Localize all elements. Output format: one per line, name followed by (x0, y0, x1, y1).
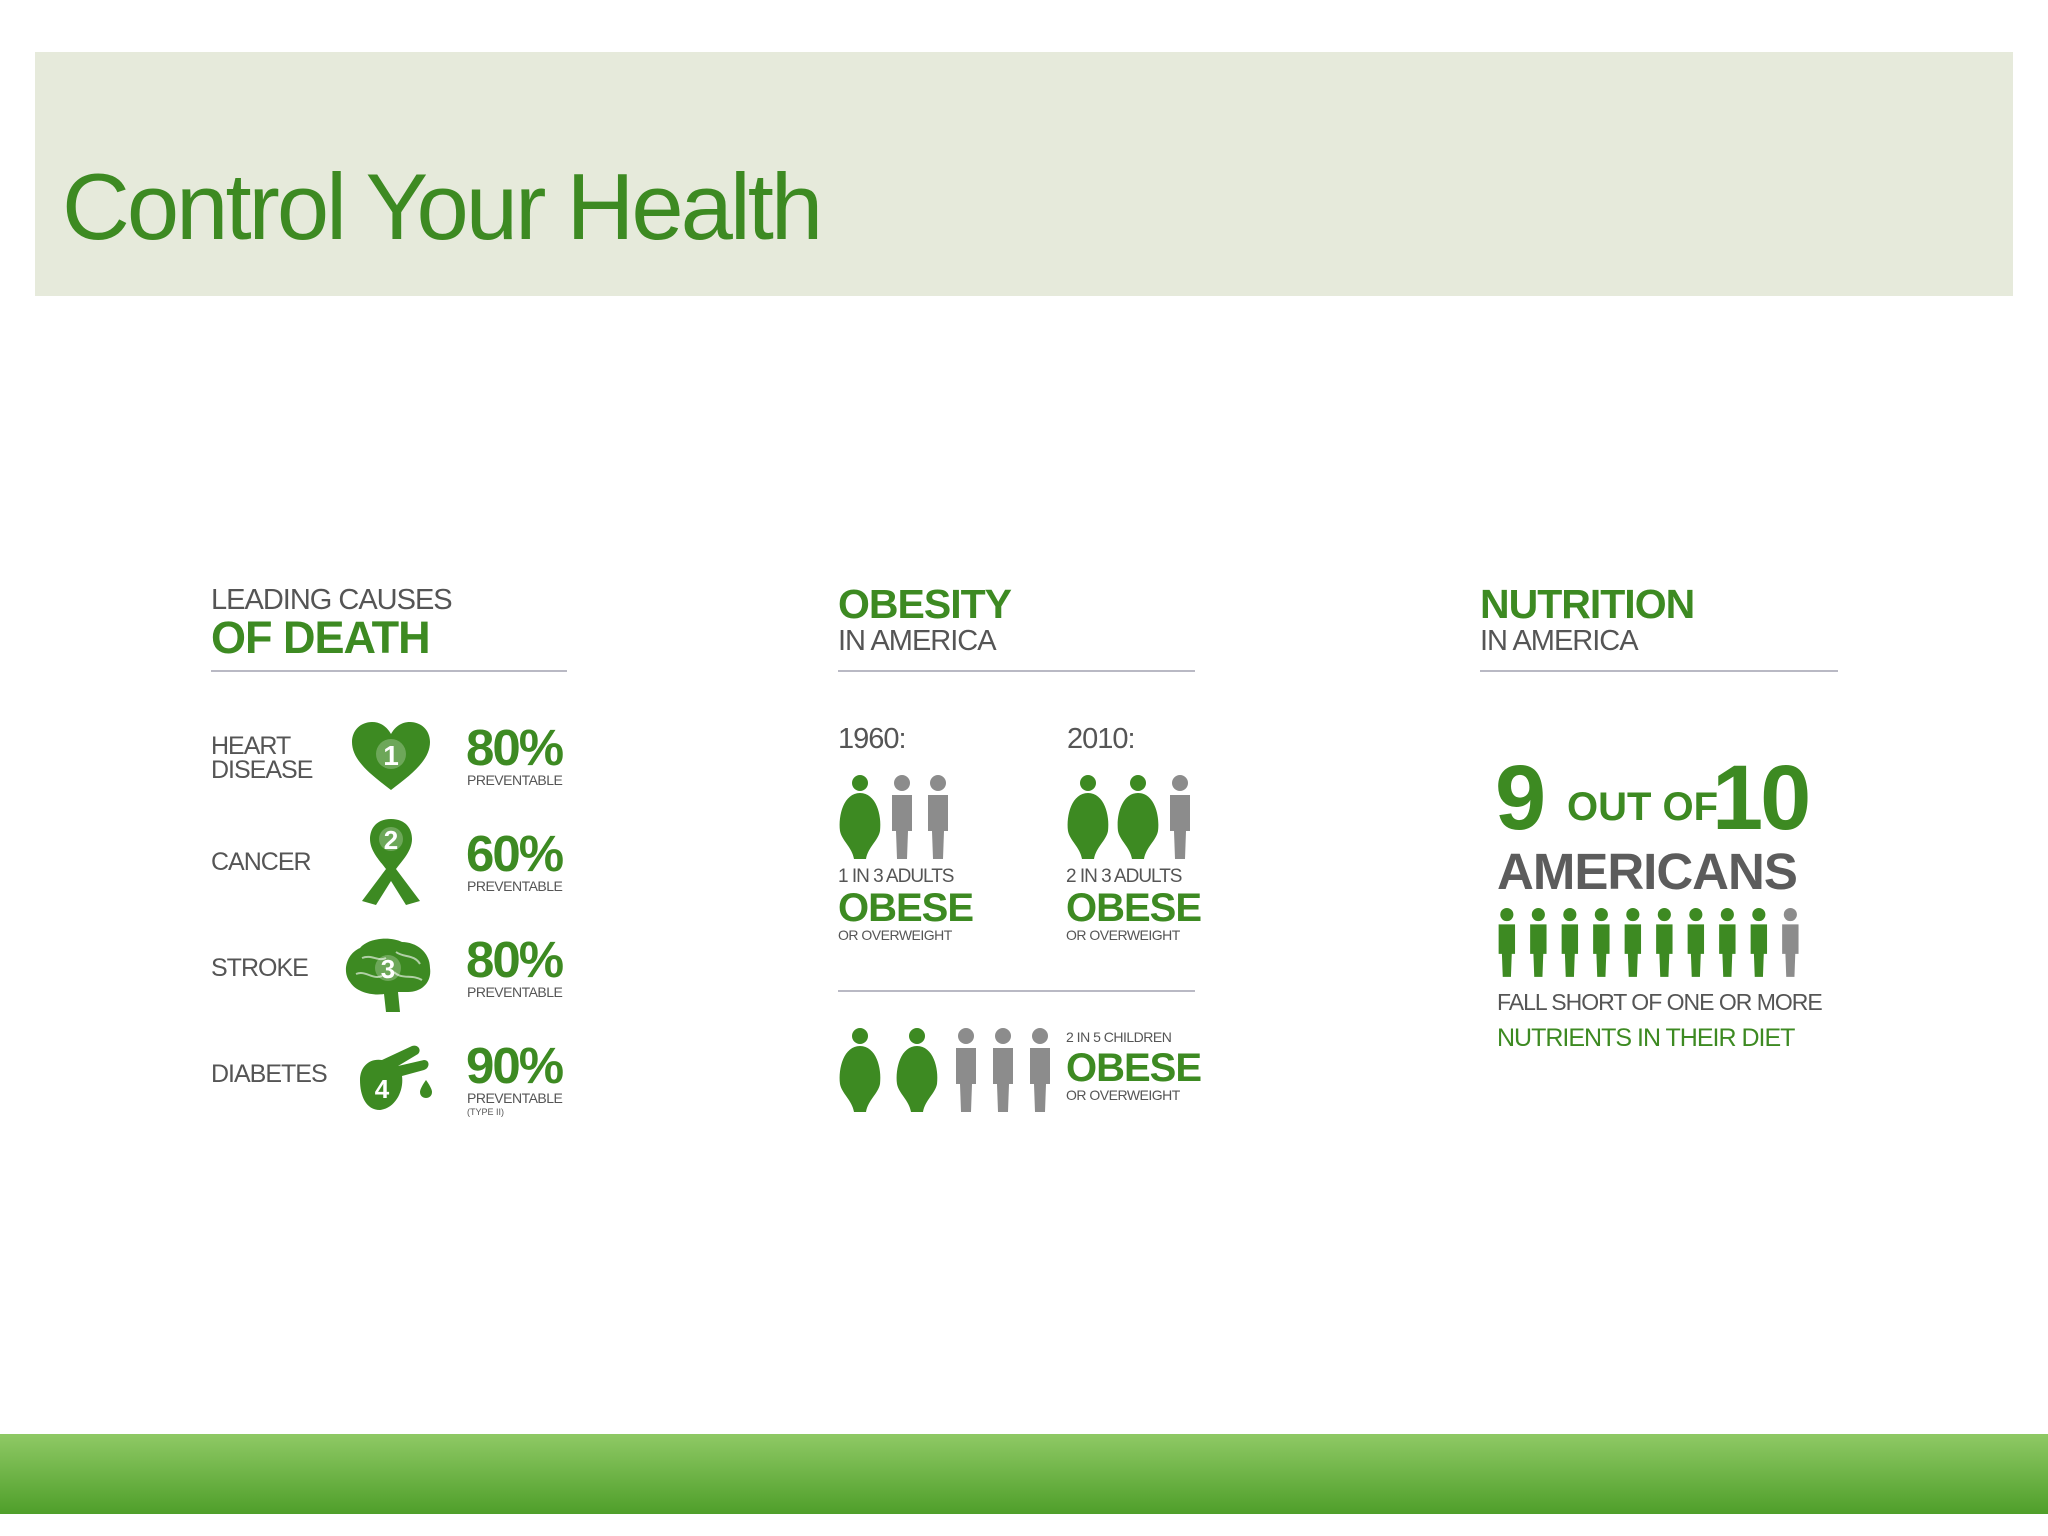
nutrition-line2: NUTRIENTS IN THEIR DIET (1497, 1024, 1795, 1052)
obesity-divider (838, 670, 1195, 672)
person-highlighted-icon (1593, 908, 1610, 977)
ratio-2010: 2 IN 3 ADULTS (1066, 866, 1182, 887)
note-stroke: PREVENTABLE (467, 984, 563, 1000)
people-nutrition (1498, 908, 1799, 977)
overweight-1960: OR OVERWEIGHT (838, 927, 952, 943)
overweight-children: OR OVERWEIGHT (1066, 1087, 1180, 1103)
percent-cancer: 60% (466, 825, 564, 882)
cause-label-cancer: CANCER (211, 848, 312, 876)
person-highlighted-icon (1498, 908, 1516, 977)
note-cancer: PREVENTABLE (467, 878, 563, 894)
person-icon (956, 1028, 976, 1112)
obese-2010: OBESE (1066, 886, 1202, 930)
rank-3-text: 3 (381, 954, 395, 984)
overweight-2010: OR OVERWEIGHT (1066, 927, 1180, 943)
obese-person-icon (1067, 775, 1109, 859)
ribbon-icon: 2 (362, 819, 420, 905)
rank-1-text: 1 (383, 740, 399, 771)
person-icon (1030, 1028, 1050, 1112)
nutrition-americans: AMERICANS (1497, 843, 1798, 900)
person-icon (1782, 908, 1799, 977)
nutrition-count: 9 (1495, 747, 1546, 849)
person-icon (892, 775, 912, 859)
person-highlighted-icon (1656, 908, 1673, 977)
person-highlighted-icon (1687, 908, 1705, 977)
cause-label-stroke: STROKE (211, 954, 309, 982)
obesity-header-small: IN AMERICA (838, 625, 997, 657)
children-divider (838, 990, 1195, 992)
obese-person-icon (1117, 775, 1159, 859)
person-highlighted-icon (1750, 908, 1768, 977)
nutrition-total: 10 (1712, 747, 1811, 849)
ratio-1960: 1 IN 3 ADULTS (838, 866, 954, 887)
death-header-big: OF DEATH (211, 612, 431, 663)
obese-1960: OBESE (838, 886, 974, 930)
percent-diabetes: 90% (466, 1037, 564, 1094)
nutrition-header-big: NUTRITION (1480, 581, 1695, 627)
bottom-accent-bar (0, 1434, 2048, 1514)
subnote-diabetes: (TYPE II) (467, 1107, 505, 1117)
person-icon (993, 1028, 1013, 1112)
year-1960: 1960: (838, 723, 907, 755)
note-diabetes: PREVENTABLE (467, 1090, 563, 1106)
slide-title: Control Your Health (62, 154, 823, 259)
nutrition-out-of: OUT OF (1567, 785, 1719, 829)
people-children (839, 1028, 1050, 1112)
ratio-children: 2 IN 5 CHILDREN (1066, 1029, 1172, 1045)
rank-4-text: 4 (375, 1074, 390, 1104)
percent-stroke: 80% (466, 931, 564, 988)
person-highlighted-icon (1719, 908, 1736, 977)
cause-label-diabetes: DIABETES (211, 1060, 328, 1088)
nutrition-header-small: IN AMERICA (1480, 625, 1639, 657)
brain-icon: 3 (345, 938, 431, 1012)
obese-person-icon (896, 1028, 938, 1112)
title-band (35, 52, 2013, 296)
person-highlighted-icon (1561, 908, 1579, 977)
finger-prick-icon: 4 (360, 1045, 432, 1110)
year-2010: 2010: (1067, 723, 1136, 755)
cause-label-heart-2: DISEASE (211, 756, 313, 784)
note-heart: PREVENTABLE (467, 772, 563, 788)
cause-label-heart-1: HEART (211, 732, 291, 760)
people-1960 (839, 775, 948, 859)
percent-heart: 80% (466, 719, 564, 776)
death-divider (211, 670, 567, 672)
nutrition-line1: FALL SHORT OF ONE OR MORE (1497, 989, 1823, 1015)
obese-person-icon (839, 775, 881, 859)
nutrition-divider (1480, 670, 1838, 672)
rank-2-text: 2 (384, 825, 398, 855)
heart-icon: 1 (352, 722, 430, 790)
person-highlighted-icon (1530, 908, 1547, 977)
obese-person-icon (839, 1028, 881, 1112)
people-2010 (1067, 775, 1190, 859)
obese-children: OBESE (1066, 1046, 1202, 1090)
death-header-small: LEADING CAUSES (211, 584, 453, 616)
person-icon (1170, 775, 1190, 859)
person-highlighted-icon (1624, 908, 1642, 977)
obesity-header-big: OBESITY (838, 581, 1012, 627)
person-icon (928, 775, 948, 859)
